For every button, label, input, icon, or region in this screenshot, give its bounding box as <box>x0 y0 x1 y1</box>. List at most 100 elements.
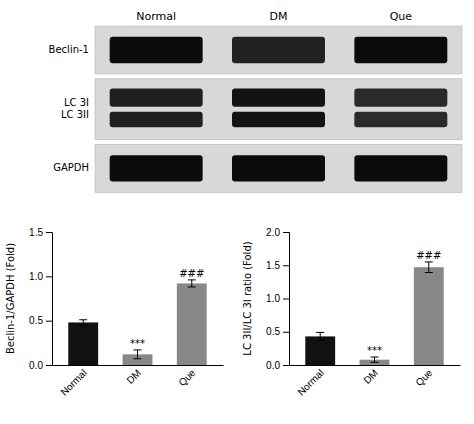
y-tick: 0.5 <box>29 315 52 326</box>
group-label: Que <box>390 10 413 23</box>
tick-mark <box>46 321 52 322</box>
bar <box>305 336 335 365</box>
tick-label: DM <box>361 367 380 386</box>
error-line <box>83 320 84 325</box>
tick-label: DM <box>124 367 143 386</box>
tick-mark <box>46 276 52 277</box>
error-cap <box>425 261 433 262</box>
tick-label: 1.5 <box>29 227 43 238</box>
annotation: *** <box>367 345 382 356</box>
error-cap <box>371 362 379 363</box>
error-cap <box>188 286 196 287</box>
y-tick: 1.0 <box>266 293 289 304</box>
y-tick: 2.0 <box>266 227 289 238</box>
band <box>110 89 203 107</box>
band <box>354 37 447 63</box>
tick-mark <box>283 265 289 266</box>
tick-label: 0.0 <box>266 360 280 371</box>
annotation: ### <box>416 250 441 261</box>
annotation: ### <box>179 268 204 279</box>
group-label: Normal <box>136 10 176 23</box>
axis-line <box>53 365 224 366</box>
blot-panel: Normal DM Que Beclin-1 LC 3ILC 3II GAPDH <box>49 10 462 192</box>
bar-chart: 0.0 0.5 1.0 1.5 Normal DM Que Beclin-1/GAPDH (F… <box>5 227 224 398</box>
error-bar <box>425 262 433 273</box>
y-axis-title: Beclin-1/GAPDH (Fold) <box>5 243 16 354</box>
band <box>110 37 203 63</box>
plot-area <box>305 262 443 365</box>
bar <box>68 322 98 365</box>
row-label: Beclin-1 <box>49 44 89 55</box>
band <box>354 112 447 128</box>
error-bar <box>371 357 379 362</box>
tick-label: Normal <box>58 367 89 398</box>
error-bar <box>134 350 142 359</box>
tick-mark <box>283 232 289 233</box>
error-cap <box>134 349 142 350</box>
bar <box>177 283 207 365</box>
error-bar <box>316 332 324 340</box>
row-label: LC 3ILC 3II <box>61 97 89 120</box>
error-cap <box>79 319 87 320</box>
x-tick: DM <box>361 367 380 386</box>
x-tick: Normal <box>295 367 326 398</box>
bar-chart: 0.0 0.5 1.0 1.5 2.0 Normal DM Que LC 3II/LC 3I r… <box>242 227 461 398</box>
plot-area <box>68 280 206 365</box>
tick-label: Normal <box>295 367 326 398</box>
band <box>354 89 447 107</box>
error-cap <box>188 279 196 280</box>
bar <box>414 267 444 365</box>
tick-label: Que <box>176 367 197 388</box>
tick-label: Que <box>413 367 434 388</box>
error-cap <box>79 325 87 326</box>
error-cap <box>316 340 324 341</box>
tick-label: 0.5 <box>266 326 280 337</box>
y-axis: 0.0 0.5 1.0 1.5 <box>29 227 52 371</box>
annotation: *** <box>130 338 145 349</box>
error-line <box>137 350 138 359</box>
band <box>232 37 325 63</box>
x-tick: Normal <box>58 367 89 398</box>
y-tick: 0.5 <box>266 326 289 337</box>
error-cap <box>316 332 324 333</box>
y-tick: 1.5 <box>266 260 289 271</box>
x-tick: Que <box>176 367 197 388</box>
tick-label: 1.0 <box>29 271 43 282</box>
figure: NormalDMQueBeclin-1LC 3ILC 3IIGAPDH0.00.… <box>0 0 474 424</box>
error-cap <box>371 357 379 358</box>
tick-label: 1.0 <box>266 293 280 304</box>
error-bar <box>188 280 196 287</box>
x-axis: Normal DM Que <box>53 366 224 398</box>
tick-label: 2.0 <box>266 227 280 238</box>
axis-line <box>290 365 461 366</box>
tick-mark <box>46 232 52 233</box>
tick-label: 1.5 <box>266 260 280 271</box>
y-axis-title: LC 3II/LC 3I ratio (Fold) <box>242 241 253 355</box>
error-bar <box>79 320 87 325</box>
group-label: DM <box>270 10 288 23</box>
error-cap <box>134 358 142 359</box>
y-tick: 0.0 <box>266 360 289 371</box>
x-tick: DM <box>124 367 143 386</box>
band <box>232 155 325 181</box>
error-line <box>428 262 429 273</box>
row-background <box>95 26 462 74</box>
y-tick: 1.5 <box>29 227 52 238</box>
x-axis: Normal DM Que <box>290 366 461 398</box>
tick-mark <box>283 365 289 366</box>
band <box>232 89 325 107</box>
tick-label: 0.5 <box>29 315 43 326</box>
x-tick: Que <box>413 367 434 388</box>
axis-line <box>283 233 290 366</box>
error-line <box>191 280 192 287</box>
y-axis: 0.0 0.5 1.0 1.5 2.0 <box>266 227 289 371</box>
error-line <box>374 357 375 362</box>
band <box>110 112 203 128</box>
band <box>232 112 325 128</box>
tick-mark <box>283 299 289 300</box>
row-background <box>95 144 462 192</box>
axis-line <box>46 233 53 366</box>
row-label: GAPDH <box>53 162 89 173</box>
tick-mark <box>283 332 289 333</box>
tick-label: 0.0 <box>29 360 43 371</box>
